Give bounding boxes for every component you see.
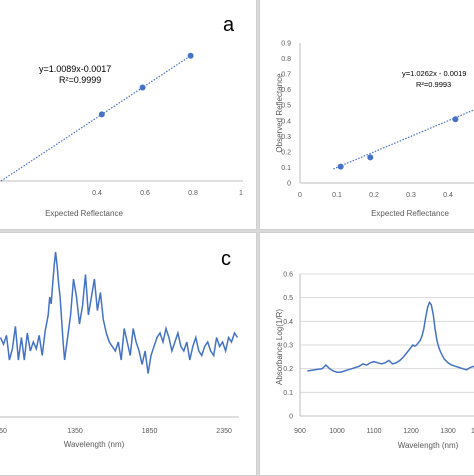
chart-d-xlabel: Wavelength (nm) bbox=[398, 441, 459, 450]
chart-b-ytick-0: 0 bbox=[287, 181, 291, 188]
chart-a-equation: y=1.0089x-0.0017 bbox=[39, 64, 111, 74]
chart-b-xtick-1: 0.1 bbox=[332, 192, 342, 199]
chart-a-trendline bbox=[0, 53, 194, 182]
chart-d-ytick-0: 0 bbox=[289, 414, 293, 421]
chart-c-xtick-2: 2350 bbox=[216, 428, 232, 435]
chart-d-svg: 0 0.1 0.2 0.3 0.4 0.5 0.6 900 1000 1100 1200 1300 1… bbox=[275, 272, 474, 450]
chart-b-ytick-2: 0.2 bbox=[281, 149, 291, 156]
chart-a-svg: 0.4 0.6 0.8 1 Expected Reflectance y=1.0089… bbox=[0, 14, 243, 218]
chart-b-svg: 0 0.1 0.2 0.3 0.4 0.5 0.6 0.7 0.8 0.9 0 0.1 0.2 0.3 0… bbox=[275, 41, 474, 218]
chart-b-r2: R²=0.9993 bbox=[416, 80, 451, 89]
chart-b-ytick-1: 0.1 bbox=[281, 165, 291, 172]
chart-b-point-2 bbox=[452, 116, 459, 123]
panel-letter-a: a bbox=[223, 14, 235, 36]
chart-c-xlabel: Wavelength (nm) bbox=[64, 440, 125, 449]
chart-b-equation: y=1.0262x - 0.0019 bbox=[402, 69, 466, 78]
chart-a-point-1 bbox=[139, 84, 146, 91]
chart-b-xtick-4: 0.4 bbox=[443, 192, 453, 199]
chart-a-xtick-2: 0.8 bbox=[188, 190, 198, 197]
chart-c-spectrum-line bbox=[0, 251, 239, 374]
chart-a-point-2 bbox=[187, 52, 194, 59]
chart-b-ytick-6: 0.6 bbox=[281, 87, 291, 94]
chart-a-xtick-3: 1 bbox=[239, 190, 243, 197]
panel-d: 0 0.1 0.2 0.3 0.4 0.5 0.6 900 1000 1100 1200 1300 1… bbox=[259, 232, 474, 476]
chart-a-xtick-1: 0.6 bbox=[140, 190, 150, 197]
chart-d-xtick-2: 1100 bbox=[366, 428, 381, 435]
chart-c-xtick-partial: 50 bbox=[0, 428, 7, 435]
chart-d-ytick-2: 0.2 bbox=[283, 366, 293, 373]
chart-b-ytick-8: 0.8 bbox=[281, 56, 291, 63]
chart-d-xtick-1: 1000 bbox=[329, 428, 345, 435]
chart-b-point-0 bbox=[337, 163, 344, 170]
chart-b-xtick-0: 0 bbox=[298, 192, 302, 199]
panel-a: 0.4 0.6 0.8 1 Expected Reflectance y=1.0089… bbox=[0, 0, 257, 230]
chart-b-point-1 bbox=[367, 154, 374, 161]
chart-b-ytick-3: 0.3 bbox=[281, 134, 291, 141]
chart-b-ytick-7: 0.7 bbox=[281, 72, 291, 79]
chart-a-xlabel: Expected Reflectance bbox=[45, 209, 123, 218]
panel-letter-c: c bbox=[221, 248, 231, 270]
panel-c: 1350 1850 2350 50 Wavelength (nm) c bbox=[0, 232, 257, 476]
chart-a-xtick-0: 0.4 bbox=[92, 190, 102, 197]
chart-a-point-0 bbox=[98, 111, 105, 118]
chart-b-xlabel: Expected Reflectance bbox=[371, 209, 449, 218]
chart-b-ylabel: Observed Reflectance bbox=[275, 73, 284, 153]
chart-d-ytick-4: 0.4 bbox=[283, 319, 293, 326]
chart-b-ytick-5: 0.5 bbox=[281, 103, 291, 110]
chart-b-ytick-4: 0.4 bbox=[281, 118, 291, 125]
chart-d-ytick-5: 0.5 bbox=[283, 295, 293, 302]
chart-d-xtick-4: 1300 bbox=[440, 428, 456, 435]
chart-c-xtick-0: 1350 bbox=[67, 428, 83, 435]
chart-d-xtick-3: 1200 bbox=[403, 428, 419, 435]
chart-a-r2: R²=0.9999 bbox=[59, 75, 101, 85]
chart-b-xtick-2: 0.2 bbox=[369, 192, 379, 199]
chart-b-ytick-9: 0.9 bbox=[281, 41, 291, 48]
chart-c-svg: 1350 1850 2350 50 Wavelength (nm) c bbox=[0, 248, 239, 449]
panel-b: 0 0.1 0.2 0.3 0.4 0.5 0.6 0.7 0.8 0.9 0 0.1 0.2 0.3 0… bbox=[259, 0, 474, 230]
chart-d-xtick-0: 900 bbox=[294, 428, 306, 435]
chart-d-xtick-5: 14 bbox=[471, 428, 474, 435]
chart-d-ytick-1: 0.1 bbox=[283, 390, 293, 397]
chart-d-ytick-6: 0.6 bbox=[283, 272, 293, 279]
chart-d-ytick-3: 0.3 bbox=[283, 343, 293, 350]
chart-b-trendline bbox=[333, 109, 474, 170]
chart-b-xtick-3: 0.3 bbox=[406, 192, 416, 199]
chart-d-ylabel: Absorbance Log(1/R) bbox=[275, 309, 284, 385]
chart-c-xtick-1: 1850 bbox=[142, 428, 158, 435]
chart-d-spectrum-line bbox=[307, 300, 474, 373]
